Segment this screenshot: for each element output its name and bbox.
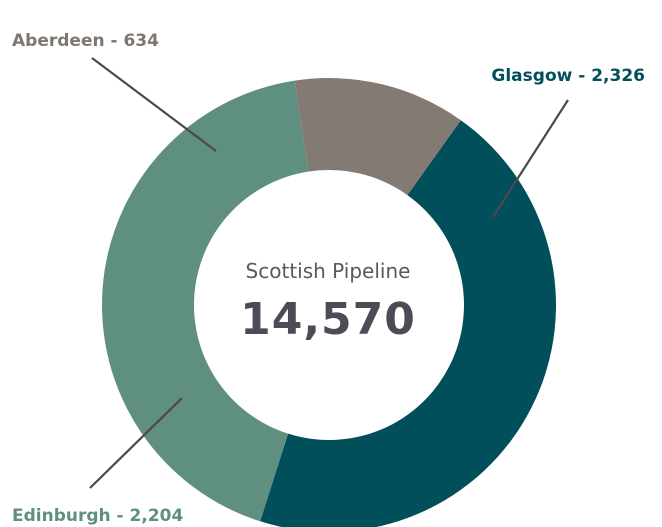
slice-label-aberdeen: Aberdeen - 634: [12, 31, 159, 51]
slice-glasgow: [260, 120, 556, 527]
leader-line-glasgow: [492, 99, 569, 218]
slice-aberdeen: [294, 78, 461, 196]
leader-lines: [89, 57, 569, 489]
slice-edinburgh: [102, 80, 309, 522]
donut-slices: [102, 78, 556, 527]
slice-label-edinburgh: Edinburgh - 2,204: [12, 506, 183, 526]
center-title: Scottish Pipeline: [246, 259, 411, 283]
leader-line-aberdeen: [91, 57, 217, 152]
slice-labels: Aberdeen - 634 Glasgow - 2,326 Edinburgh…: [12, 31, 645, 526]
slice-label-glasgow: Glasgow - 2,326: [491, 66, 645, 86]
center-total: 14,570: [240, 294, 416, 345]
leader-line-edinburgh: [89, 397, 183, 489]
donut-center: Scottish Pipeline 14,570: [240, 259, 416, 345]
